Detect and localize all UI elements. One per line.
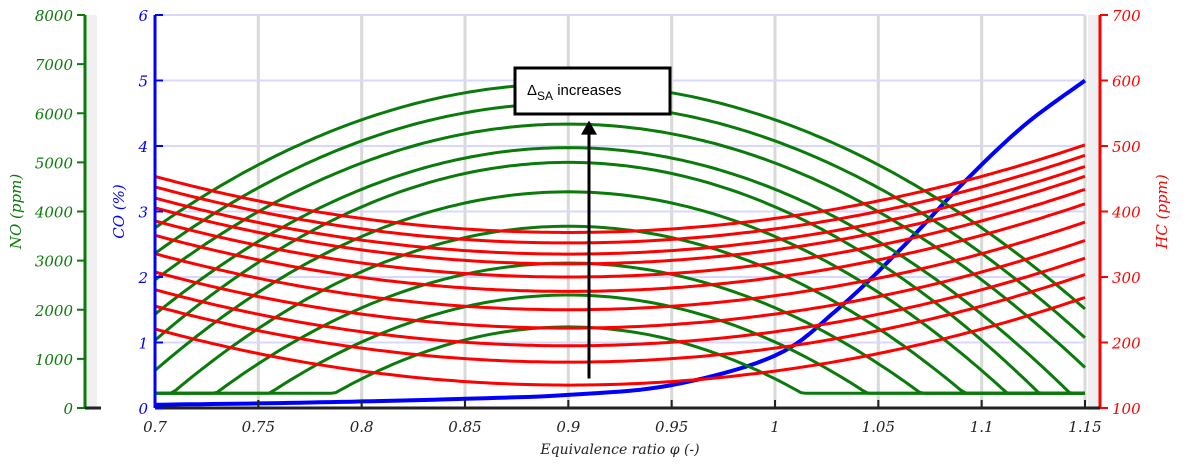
x-tick-label: 0.95 [655,418,688,436]
x-tick-label: 0.75 [242,418,275,436]
annotation-rest: increases [553,82,621,99]
no-series-line [155,261,1085,395]
x-tick-label: 1.15 [1068,418,1101,436]
x-tick-label: 1.1 [970,418,994,436]
hc-series-line [154,202,1086,293]
annotation-label: ΔSA increases [527,82,621,103]
no-tick-label: 6000 [35,105,74,123]
hc-series-line [154,174,1086,266]
hc-series-line [154,273,1086,364]
annotation-delta: Δ [527,82,537,99]
hc-axis-title: HC (ppm) [1153,174,1171,250]
co-tick-label: 3 [138,204,148,222]
no-axis-title: NO (ppm) [7,174,25,250]
no-series-line [154,190,1085,395]
co-series-line [155,78,1087,407]
x-tick-label: 0.8 [350,418,374,436]
x-tick-label: 0.85 [448,418,481,436]
hc-tick-label: 200 [1111,335,1141,353]
co-axis-title: CO (%) [110,184,128,239]
hc-series-line [154,220,1086,312]
co-tick-label: 6 [138,7,148,25]
annotation: ΔSA increases [513,66,672,379]
hc-series-line [154,165,1086,256]
axes: 0.7 0.75 0.8 0.85 0.9 0.95 1 1.05 1.1 1.15 Equival… [7,7,1171,458]
no-series-line [154,146,1085,395]
no-tick-label: 0 [63,400,73,418]
x-tick-label: 1 [770,418,780,436]
annotation-arrow-head [581,120,597,135]
co-tick-label: 5 [138,73,148,91]
co-tick-label: 1 [138,335,148,353]
no-tick-label: 4000 [34,204,74,222]
x-tick-label: 0.9 [556,418,580,436]
hc-series-line [154,296,1086,387]
no-tick-label: 2000 [34,302,74,320]
x-axis-title: Equivalence ratio φ (-) [539,442,699,458]
hc-tick-label: 500 [1112,138,1141,156]
no-tick-label: 3000 [35,253,74,271]
no-series-line [155,224,1085,395]
hc-series-line [154,153,1086,245]
no-tick-label: 1000 [35,351,74,369]
no-axis-band [85,15,97,410]
no-tick-label: 7000 [35,56,74,74]
annotation-subscript: SA [537,89,553,103]
hc-series-line [154,143,1086,234]
hc-tick-label: 600 [1112,73,1141,91]
no-tick-label: 5000 [35,154,74,172]
hc-tick-label: 300 [1112,269,1141,287]
hc-series-line [154,187,1086,279]
hc-axis-band [1088,15,1100,410]
co-tick-label: 2 [137,269,148,287]
hc-series-line [154,256,1086,348]
co-tick-label: 4 [137,138,148,156]
no-tick-label: 8000 [35,7,74,25]
annotation-box [513,66,672,116]
hc-tick-label: 400 [1111,204,1141,222]
x-tick-label: 1.05 [862,418,895,436]
hc-series-line [154,239,1086,330]
no-series-line [154,122,1087,369]
x-tick-label: 0.7 [143,418,167,436]
hc-tick-label: 100 [1112,400,1141,418]
co-tick-label: 0 [138,400,148,418]
hc-tick-label: 700 [1112,7,1141,25]
